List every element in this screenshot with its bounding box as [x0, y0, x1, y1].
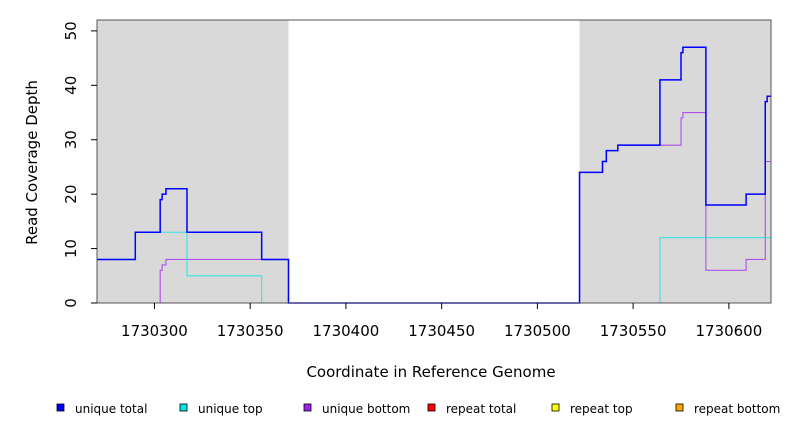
y-tick-label: 50 [62, 21, 80, 40]
y-tick-label: 40 [62, 76, 80, 95]
legend-item-unique-total: unique total [56, 402, 147, 416]
legend-label: unique total [75, 402, 147, 416]
x-tick-label: 1730500 [504, 322, 571, 340]
legend-label: repeat bottom [694, 402, 780, 416]
series-line-unique-total [97, 46, 771, 304]
legend-item-repeat-top: repeat top [551, 402, 633, 416]
y-tick-label: 20 [62, 185, 80, 204]
shaded-region-0 [97, 20, 289, 303]
shaded-regions [97, 20, 771, 303]
y-axis-title: Read Coverage Depth [23, 80, 41, 245]
x-axis-title: Coordinate in Reference Genome [306, 363, 555, 381]
legend-swatch [675, 403, 684, 412]
legend-item-unique-top: unique top [179, 402, 263, 416]
legend-label: unique top [198, 402, 263, 416]
x-axis: 1730300 1730350 1730400 1730450 1730500 17305… [121, 303, 762, 340]
legend-label: repeat total [446, 402, 516, 416]
legend-swatch [551, 403, 560, 412]
x-tick-label: 1730300 [121, 322, 188, 340]
y-tick-label: 0 [62, 298, 80, 308]
x-tick-label: 1730350 [217, 322, 284, 340]
shaded-region-1 [579, 20, 771, 303]
legend-swatch [179, 403, 188, 412]
legend-swatch [56, 403, 65, 412]
legend-label: repeat top [570, 402, 633, 416]
y-tick-label: 30 [62, 130, 80, 149]
legend-item-repeat-total: repeat total [427, 402, 516, 416]
y-tick-label: 10 [62, 239, 80, 258]
x-tick-label: 1730400 [313, 322, 380, 340]
x-tick-label: 1730600 [695, 322, 762, 340]
legend-item-unique-bottom: unique bottom [303, 402, 410, 416]
plot-frame [96, 19, 772, 304]
legend-swatch [303, 403, 312, 412]
x-tick-label: 1730450 [408, 322, 475, 340]
y-axis: 0 10 20 30 40 50 [62, 21, 97, 308]
x-tick-label: 1730550 [600, 322, 667, 340]
legend-label: unique bottom [322, 402, 410, 416]
legend-swatch [427, 403, 436, 412]
legend-item-repeat-bottom: repeat bottom [675, 402, 780, 416]
legend: unique total unique top unique bottom repea… [56, 402, 780, 416]
